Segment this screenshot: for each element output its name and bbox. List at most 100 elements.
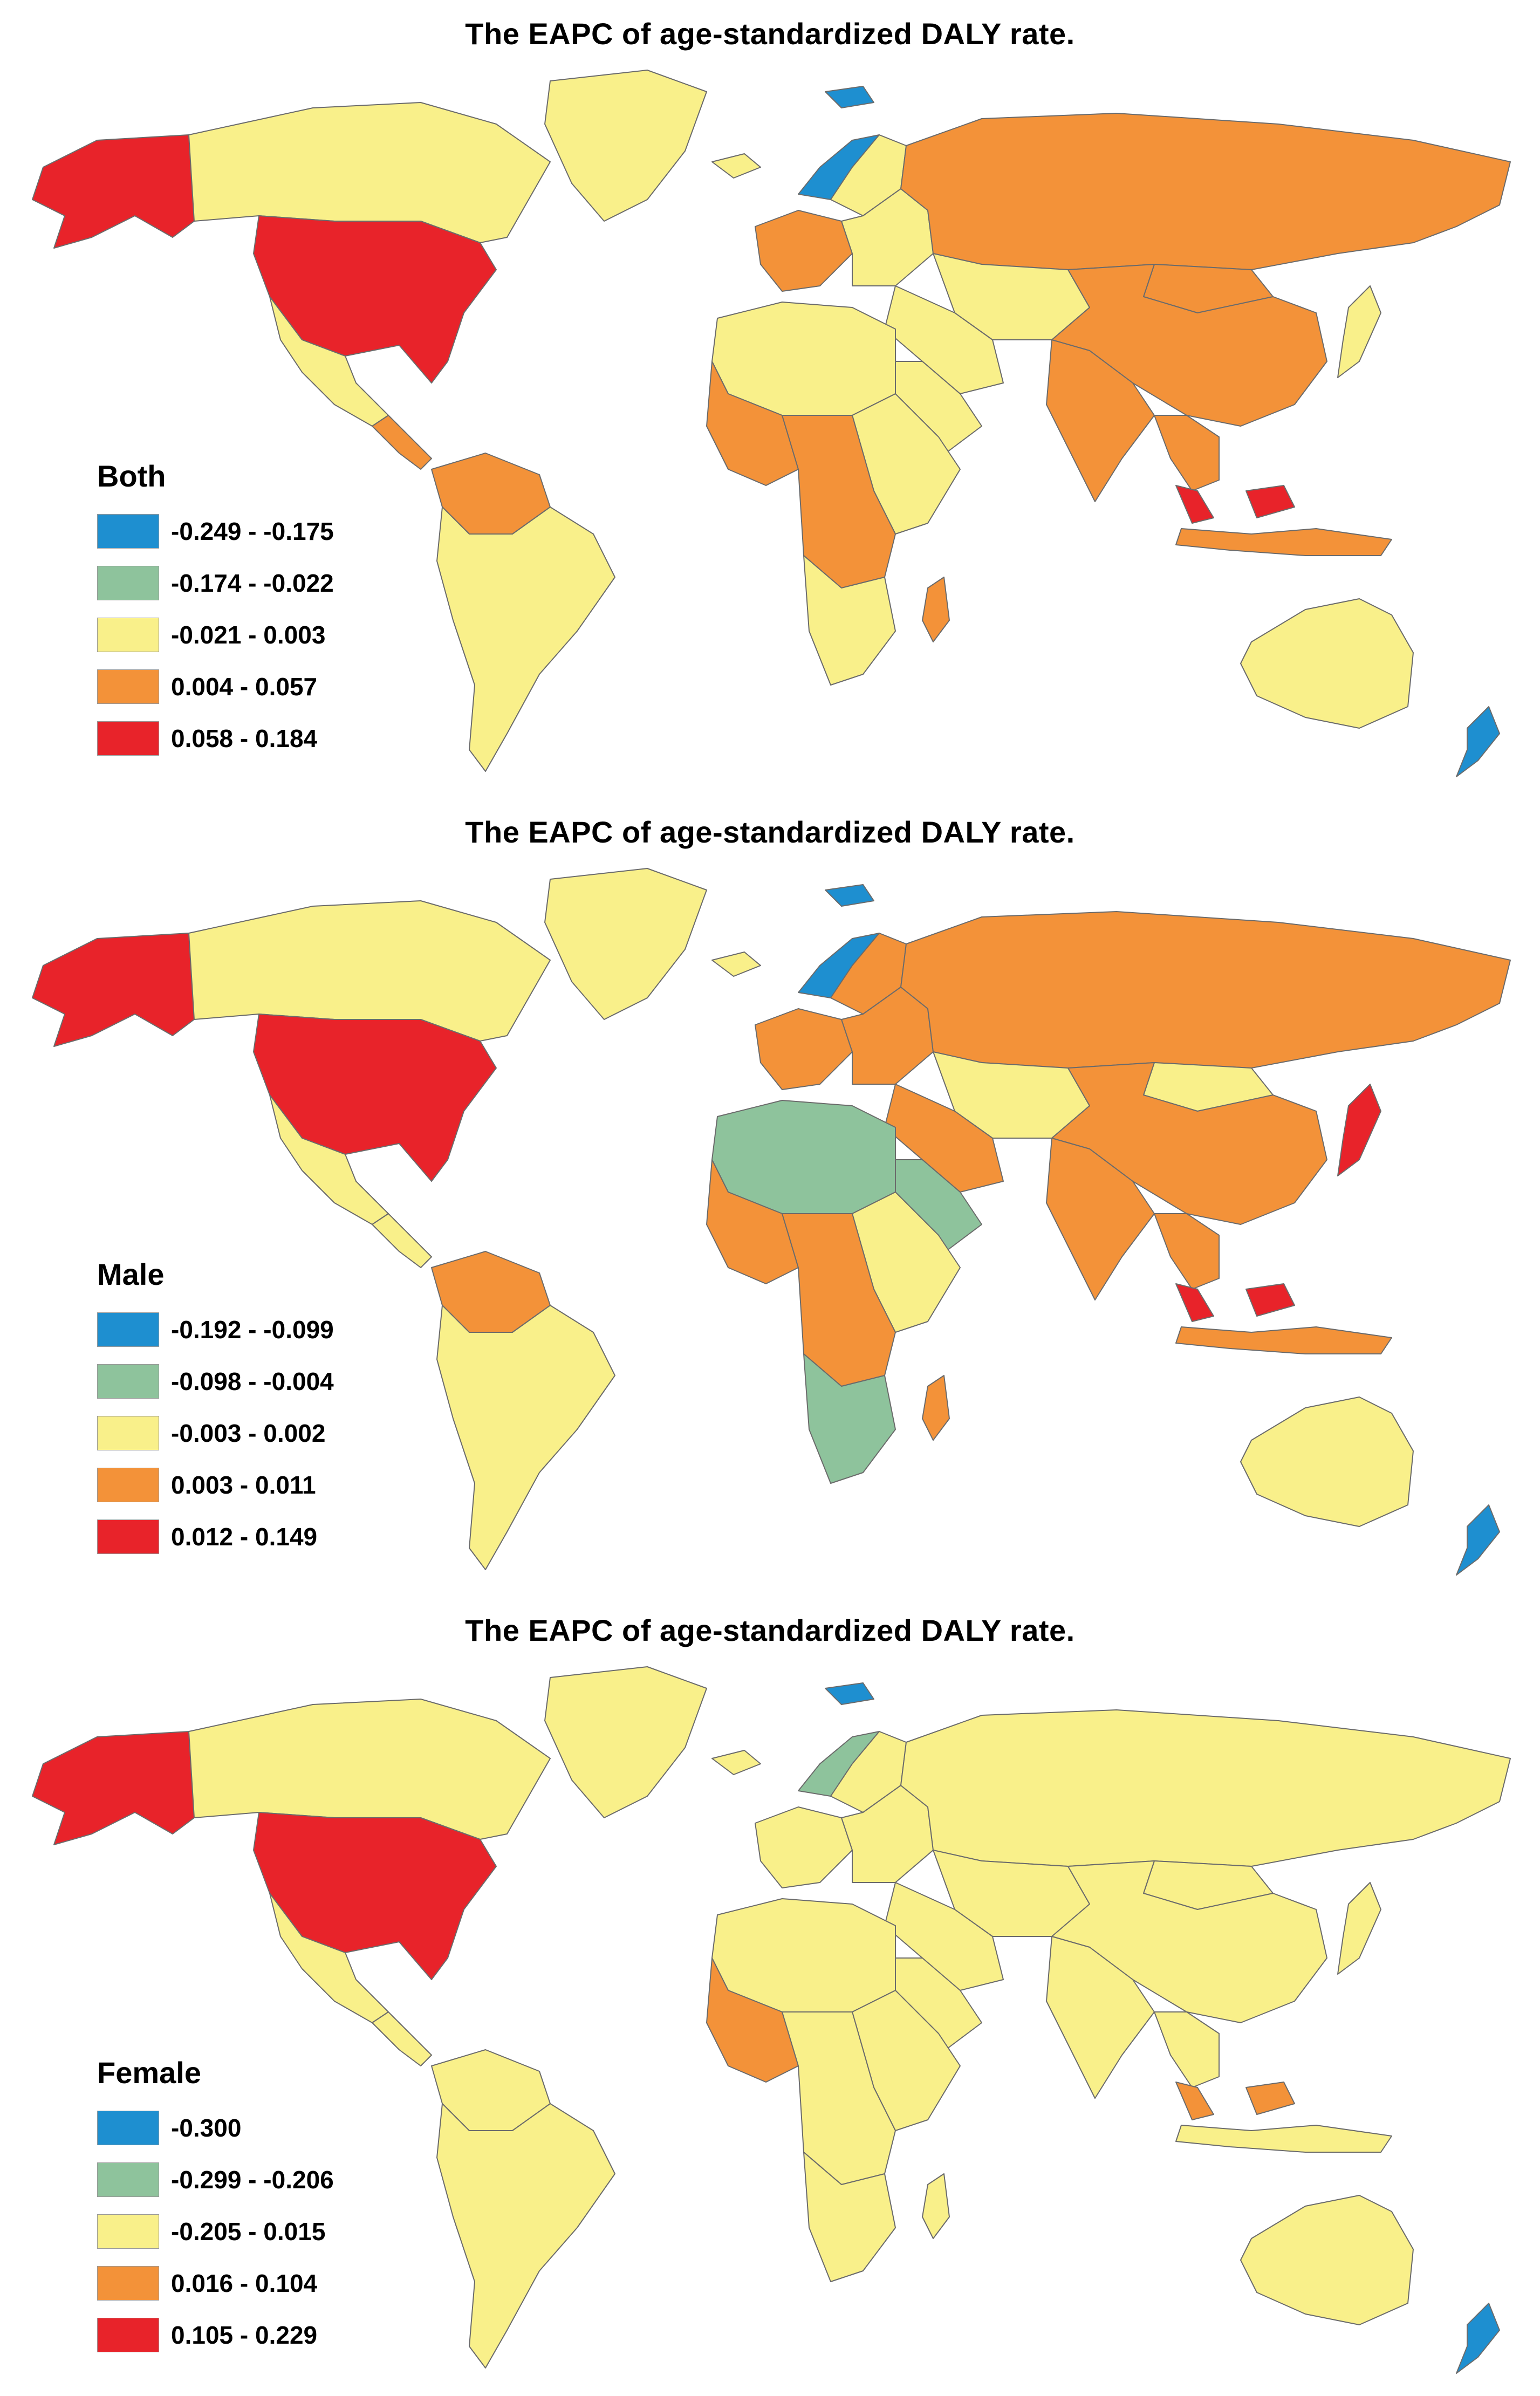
legend-label: 0.058 - 0.184 (171, 724, 318, 752)
panel-title: The EAPC of age-standardized DALY rate. (465, 17, 1075, 51)
region-svalbard (825, 884, 874, 907)
region-malaysia (1175, 2082, 1295, 2120)
legend-swatch (97, 1519, 159, 1554)
legend-item: -0.021 - 0.003 (97, 609, 334, 661)
legend-label: -0.192 - -0.099 (171, 1316, 334, 1344)
legend-label: -0.299 - -0.206 (171, 2166, 334, 2194)
region-russia (900, 1709, 1511, 1867)
legend-swatch (97, 2111, 159, 2145)
region-indonesia (1175, 1326, 1392, 1354)
legend: Both -0.249 - -0.175 -0.174 - -0.022 -0.02… (97, 458, 334, 764)
legend-label: -0.098 - -0.004 (171, 1367, 334, 1395)
legend-label: -0.003 - 0.002 (171, 1419, 326, 1447)
region-alaska (32, 933, 195, 1047)
region-india (1046, 1138, 1155, 1300)
region-central-america (372, 415, 432, 470)
region-australia (1240, 2195, 1414, 2325)
region-madagascar (922, 577, 950, 642)
legend-item: 0.012 - 0.149 (97, 1511, 334, 1563)
legend-title: Female (97, 2056, 201, 2090)
legend-item: 0.003 - 0.011 (97, 1459, 334, 1511)
region-australia (1240, 1396, 1414, 1527)
region-western-europe (755, 1806, 853, 1888)
legend-item: -0.003 - 0.002 (97, 1407, 334, 1459)
legend: Male -0.192 - -0.099 -0.098 - -0.004 -0.00… (97, 1257, 334, 1563)
world-map (32, 1666, 1511, 2374)
region-madagascar (922, 2173, 950, 2239)
region-iceland (711, 153, 761, 179)
map-panel-female: The EAPC of age-standardized DALY rate. (0, 1597, 1540, 2396)
legend-label: -0.174 - -0.022 (171, 569, 334, 597)
region-western-europe (755, 1008, 853, 1090)
legend-swatch (97, 2266, 159, 2301)
region-central-america (372, 1213, 432, 1268)
legend-item: -0.205 - 0.015 (97, 2206, 334, 2257)
region-southeast-asia (1154, 415, 1220, 491)
region-malaysia (1175, 1283, 1295, 1322)
region-greenland (544, 1666, 707, 1818)
legend-swatch (97, 721, 159, 756)
legend-label: 0.003 - 0.011 (171, 1471, 316, 1499)
legend-label: -0.021 - 0.003 (171, 621, 326, 649)
region-usa (253, 1014, 497, 1182)
legend-swatch (97, 618, 159, 652)
region-japan (1337, 1084, 1381, 1176)
panel-title: The EAPC of age-standardized DALY rate. (465, 815, 1075, 849)
region-iceland (711, 1750, 761, 1775)
region-india (1046, 1936, 1155, 2099)
region-west-africa (706, 1957, 799, 2083)
legend-title: Male (97, 1257, 165, 1291)
legend-swatch (97, 1364, 159, 1399)
legend-swatch (97, 669, 159, 704)
world-map (32, 70, 1511, 777)
map-panel-both: The EAPC of age-standardized DALY rate. (0, 0, 1540, 798)
region-russia (900, 113, 1511, 270)
panel-title: The EAPC of age-standardized DALY rate. (465, 1613, 1075, 1647)
region-west-africa (706, 1159, 799, 1284)
legend-swatch (97, 1416, 159, 1450)
region-southeast-asia (1154, 2011, 1220, 2088)
region-western-europe (755, 210, 853, 292)
region-malaysia (1175, 485, 1295, 524)
legend-label: -0.300 (171, 2114, 242, 2142)
legend-swatch (97, 1312, 159, 1347)
region-southern-africa (803, 555, 896, 686)
region-south-america (436, 1305, 615, 1570)
legend-item: -0.192 - -0.099 (97, 1304, 334, 1356)
legend-item: -0.249 - -0.175 (97, 505, 334, 557)
region-new-zealand (1456, 1504, 1500, 1576)
region-southeast-asia (1154, 1213, 1220, 1290)
legend-label: 0.105 - 0.229 (171, 2321, 318, 2349)
legend-swatch (97, 2318, 159, 2352)
region-alaska (32, 134, 195, 249)
legend-swatch (97, 1468, 159, 1502)
legend-item: -0.300 (97, 2102, 334, 2154)
region-madagascar (922, 1375, 950, 1441)
region-india (1046, 339, 1155, 502)
region-central-america (372, 2011, 432, 2066)
legend-item: -0.299 - -0.206 (97, 2154, 334, 2206)
legend-item: 0.004 - 0.057 (97, 661, 334, 713)
legend-swatch (97, 514, 159, 549)
region-south-america (436, 2103, 615, 2368)
region-usa (253, 215, 497, 384)
region-svalbard (825, 1682, 874, 1705)
legend-label: -0.249 - -0.175 (171, 517, 334, 545)
region-new-zealand (1456, 2303, 1500, 2374)
region-australia (1240, 598, 1414, 729)
region-alaska (32, 1731, 195, 1845)
region-southern-africa (803, 1353, 896, 1484)
region-japan (1337, 285, 1381, 378)
region-russia (900, 911, 1511, 1069)
world-map (32, 868, 1511, 1576)
legend-item: 0.016 - 0.104 (97, 2257, 334, 2309)
legend-title: Both (97, 459, 166, 493)
region-svalbard (825, 86, 874, 108)
region-greenland (544, 70, 707, 222)
legend-swatch (97, 2162, 159, 2197)
legend: Female -0.300 -0.299 - -0.206 -0.205 - 0.0… (97, 2055, 334, 2361)
legend-swatch (97, 566, 159, 600)
region-indonesia (1175, 2125, 1392, 2153)
region-south-america (436, 506, 615, 772)
legend-item: -0.098 - -0.004 (97, 1356, 334, 1407)
